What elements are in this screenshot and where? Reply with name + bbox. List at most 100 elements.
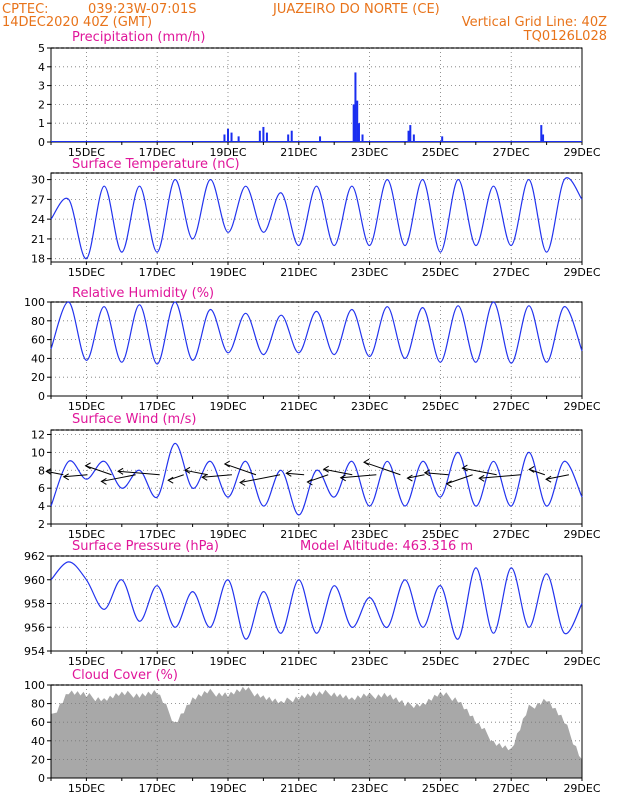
y-tick-label: 1 xyxy=(38,117,45,130)
x-tick-label: 25DEC xyxy=(422,528,459,541)
series-line xyxy=(50,301,583,365)
wind-vector-head xyxy=(117,467,124,475)
panel-title: Surface Temperature (nC) xyxy=(72,157,240,172)
x-tick-label: 25DEC xyxy=(422,400,459,413)
x-tick-label: 19DEC xyxy=(209,400,246,413)
series-line xyxy=(50,177,583,260)
x-tick-label: 19DEC xyxy=(209,146,246,159)
wind-vector-head xyxy=(445,480,452,488)
x-tick-label: 27DEC xyxy=(493,266,530,279)
panel-title: Precipitation (mm/h) xyxy=(72,30,205,45)
y-tick-label: 5 xyxy=(38,42,45,55)
x-tick-label: 19DEC xyxy=(209,655,246,668)
x-tick-label: 15DEC xyxy=(68,655,105,668)
wind-vector-head xyxy=(285,469,292,477)
y-tick-label: 0 xyxy=(38,136,45,149)
precip-bar xyxy=(357,123,360,142)
wind-vector-head xyxy=(528,465,535,473)
y-tick-label: 30 xyxy=(31,174,45,187)
wind-vector-head xyxy=(423,469,431,477)
y-tick-label: 40 xyxy=(31,352,45,365)
precip-bar xyxy=(230,132,233,142)
y-tick-label: 60 xyxy=(31,716,45,729)
wind-vector xyxy=(184,469,208,476)
wind-vector xyxy=(545,474,569,480)
precip-bar xyxy=(290,130,293,142)
wind-vector-head xyxy=(461,464,468,472)
panel-title: Surface Wind (m/s) xyxy=(72,412,196,427)
x-tick-label: 21DEC xyxy=(280,146,317,159)
header-source: CPTEC: xyxy=(2,2,49,17)
x-tick-label: 21DEC xyxy=(280,266,317,279)
x-tick-label: 27DEC xyxy=(493,528,530,541)
wind-vector xyxy=(323,468,353,476)
y-tick-label: 60 xyxy=(31,334,45,347)
x-tick-label: 17DEC xyxy=(139,146,176,159)
x-tick-label: 21DEC xyxy=(280,528,317,541)
x-tick-label: 25DEC xyxy=(422,146,459,159)
wind-vector xyxy=(101,474,136,482)
wind-vector xyxy=(202,474,232,478)
x-tick-label: 15DEC xyxy=(68,266,105,279)
x-tick-label: 29DEC xyxy=(563,528,600,541)
wind-vector xyxy=(446,474,473,485)
panel-frame xyxy=(50,429,583,525)
wind-vector xyxy=(239,474,281,484)
y-tick-label: 20 xyxy=(31,753,45,766)
wind-vector xyxy=(340,474,377,479)
wind-vector xyxy=(307,474,329,483)
y-tick-label: 956 xyxy=(24,621,45,634)
series-line xyxy=(50,442,583,516)
y-tick-label: 0 xyxy=(38,390,45,403)
panel-0: Precipitation (mm/h) 0 1 2 3 4 5 15DEC 17DEC 19DE… xyxy=(38,30,601,159)
precip-bar xyxy=(227,128,229,142)
x-tick-label: 23DEC xyxy=(351,655,388,668)
header-model: TQ0126L028 xyxy=(523,29,607,44)
x-tick-label: 29DEC xyxy=(563,146,600,159)
x-tick-label: 15DEC xyxy=(68,146,105,159)
panel-frame xyxy=(50,301,583,397)
wind-vector xyxy=(46,470,64,476)
x-tick-label: 25DEC xyxy=(422,655,459,668)
x-tick-label: 17DEC xyxy=(139,655,176,668)
y-tick-label: 958 xyxy=(24,598,45,611)
y-tick-label: 80 xyxy=(31,315,45,328)
precip-bar xyxy=(265,132,268,142)
y-tick-label: 6 xyxy=(38,482,45,495)
wind-vector-head xyxy=(306,478,313,486)
x-tick-label: 15DEC xyxy=(68,782,105,795)
precip-bar xyxy=(540,125,543,142)
wind-vector-head xyxy=(62,473,69,481)
panel-title: Cloud Cover (%) xyxy=(72,668,178,683)
x-tick-label: 21DEC xyxy=(280,655,317,668)
precip-bar xyxy=(223,134,226,142)
x-tick-label: 15DEC xyxy=(68,528,105,541)
y-tick-label: 80 xyxy=(31,698,45,711)
panel-5: Cloud Cover (%) 0 20 40 60 80 100 15DEC 17DEC 19D… xyxy=(24,668,601,795)
x-tick-label: 27DEC xyxy=(493,655,530,668)
x-tick-label: 21DEC xyxy=(280,400,317,413)
x-tick-label: 17DEC xyxy=(139,400,176,413)
y-tick-label: 4 xyxy=(38,61,45,74)
wind-vector xyxy=(363,461,401,476)
precip-bar xyxy=(262,126,265,142)
y-tick-label: 21 xyxy=(31,233,45,246)
y-tick-label: 954 xyxy=(24,645,45,658)
y-tick-label: 18 xyxy=(31,253,45,266)
panel-frame xyxy=(50,47,583,143)
wind-vector xyxy=(286,472,305,476)
wind-vector-head xyxy=(406,474,413,482)
precip-bar xyxy=(237,136,240,142)
x-tick-label: 27DEC xyxy=(493,146,530,159)
x-tick-label: 19DEC xyxy=(209,528,246,541)
wind-vector xyxy=(63,474,88,478)
precip-bar xyxy=(412,134,415,142)
x-tick-label: 23DEC xyxy=(351,400,388,413)
header-location: JUAZEIRO DO NORTE (CE) xyxy=(272,2,440,17)
y-tick-label: 20 xyxy=(31,371,45,384)
y-tick-label: 2 xyxy=(38,98,45,111)
wind-vector-head xyxy=(478,474,485,482)
x-tick-label: 15DEC xyxy=(68,400,105,413)
y-tick-label: 962 xyxy=(24,550,45,563)
